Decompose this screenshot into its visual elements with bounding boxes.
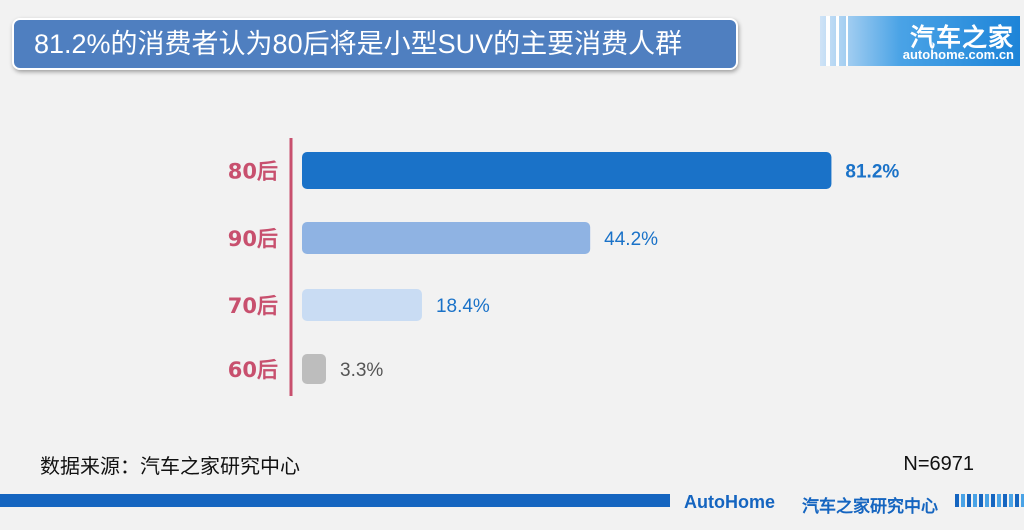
category-label-3: 60后 (228, 358, 278, 382)
value-label-1: 44.2% (604, 229, 658, 250)
category-label-2: 70后 (228, 294, 278, 318)
footer-stripes (955, 494, 1024, 507)
bar-1 (302, 222, 591, 254)
logo-cn-text: 汽车之家 (909, 23, 1014, 52)
footer-brand-cn: 汽车之家研究中心 (802, 497, 938, 516)
value-label-0: 81.2% (845, 162, 899, 183)
bar-3 (302, 354, 326, 384)
category-label-0: 80后 (228, 160, 278, 184)
page-title: 81.2%的消费者认为80后将是小型SUV的主要消费人群 (12, 18, 738, 70)
category-label-1: 90后 (228, 227, 278, 251)
footer-brand-en: AutoHome (684, 492, 775, 512)
value-label-2: 18.4% (436, 296, 490, 317)
logo-en-text: autohome.com.cn (902, 47, 1014, 62)
value-label-3: 3.3% (340, 360, 383, 381)
bar-2 (302, 289, 422, 321)
footer-bar (0, 494, 670, 507)
data-source: 数据来源：汽车之家研究中心 (40, 456, 300, 478)
autohome-logo: 汽车之家 autohome.com.cn (820, 16, 1020, 66)
sample-size: N=6971 (903, 453, 974, 475)
bar-0 (302, 152, 832, 189)
